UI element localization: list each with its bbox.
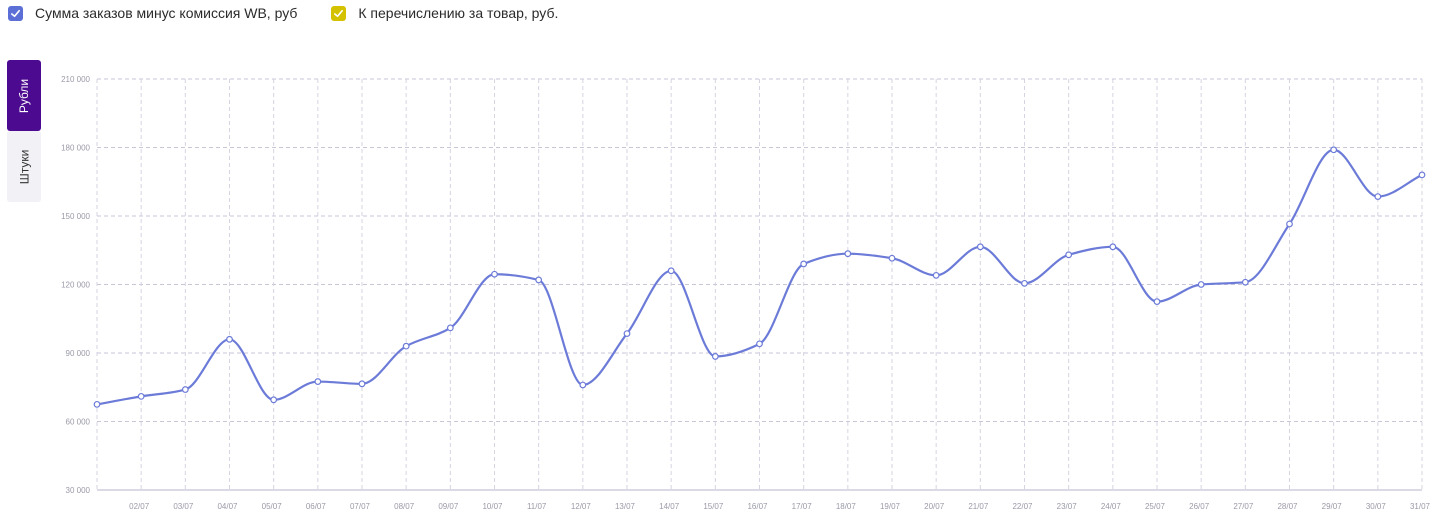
legend-item-payout[interactable]: К перечислению за товар, руб. <box>331 5 558 21</box>
x-tick-label: 14/07 <box>659 502 680 511</box>
x-tick-label: 30/07 <box>1366 502 1387 511</box>
x-tick-label: 26/07 <box>1189 502 1210 511</box>
y-tick-label: 120 000 <box>61 281 90 290</box>
x-tick-label: 03/07 <box>173 502 194 511</box>
tab-pieces[interactable]: Штуки <box>7 131 41 202</box>
data-point <box>181 386 189 393</box>
y-tick-label: 150 000 <box>61 212 90 221</box>
x-tick-label: 10/07 <box>482 502 503 511</box>
x-tick-label: 17/07 <box>792 502 813 511</box>
x-tick-label: 28/07 <box>1277 502 1298 511</box>
y-tick-label: 90 000 <box>66 349 91 358</box>
tab-rubles[interactable]: Рубли <box>7 60 41 131</box>
x-tick-label: 22/07 <box>1012 502 1033 511</box>
data-point <box>535 276 543 284</box>
data-point <box>1330 146 1338 154</box>
data-point <box>711 353 719 360</box>
data-point <box>667 267 675 275</box>
data-point <box>226 335 233 343</box>
x-tick-label: 15/07 <box>703 502 724 511</box>
x-tick-label: 12/07 <box>571 502 592 511</box>
x-tick-label: 06/07 <box>306 502 327 511</box>
x-tick-label: 31/07 <box>1410 502 1431 511</box>
data-point <box>976 243 984 251</box>
data-point <box>402 342 410 350</box>
checkmark-icon <box>334 9 344 17</box>
x-tick-label: 09/07 <box>438 502 459 511</box>
x-tick-label: 02/07 <box>129 502 150 511</box>
data-point <box>1021 279 1028 287</box>
data-point <box>1418 171 1426 179</box>
data-point <box>623 330 631 337</box>
data-point <box>1241 278 1249 286</box>
data-point <box>93 400 101 408</box>
x-tick-label: 05/07 <box>262 502 283 511</box>
data-point <box>756 340 763 348</box>
x-axis: 02/07 03/07 04/07 05/07 06/07 07/07 08/07 09/07… <box>97 489 1431 511</box>
data-point <box>358 380 366 388</box>
x-tick-label: 11/07 <box>527 502 547 511</box>
y-tick-label: 30 000 <box>66 486 91 495</box>
x-tick-label: 16/07 <box>747 502 768 511</box>
x-tick-label: 19/07 <box>880 502 901 511</box>
legend-label-payout: К перечислению за товар, руб. <box>358 5 559 21</box>
data-point <box>1153 298 1161 306</box>
data-point <box>446 324 454 332</box>
x-tick-label: 08/07 <box>394 502 415 511</box>
legend-item-orders[interactable]: Сумма заказов минус комиссия WB, руб <box>8 5 297 21</box>
x-tick-label: 21/07 <box>968 502 989 511</box>
x-tick-label: 25/07 <box>1145 502 1166 511</box>
x-tick-label: 27/07 <box>1233 502 1254 511</box>
y-tick-label: 210 000 <box>61 75 90 84</box>
x-tick-label: 18/07 <box>836 502 857 511</box>
data-point <box>270 396 278 404</box>
data-point <box>1374 193 1382 200</box>
legend-checkbox-payout[interactable] <box>331 5 347 21</box>
data-point <box>1065 251 1073 259</box>
x-tick-label: 24/07 <box>1101 502 1122 511</box>
checkmark-icon <box>11 9 20 17</box>
legend-checkbox-orders[interactable] <box>8 5 23 21</box>
unit-toggle: Рубли Штуки <box>7 60 41 202</box>
data-point <box>491 270 498 278</box>
y-tick-label: 60 000 <box>66 418 91 427</box>
x-tick-label: 13/07 <box>615 502 636 511</box>
data-point <box>800 260 808 268</box>
data-point <box>888 254 896 262</box>
x-tick-label: 29/07 <box>1322 502 1343 511</box>
y-axis: 30 000 60 000 90 000 120 000 150 000 180 000 2… <box>61 75 90 495</box>
data-point <box>137 392 145 400</box>
x-tick-label: 04/07 <box>217 502 238 511</box>
data-point <box>932 271 940 279</box>
chart-legend: Сумма заказов минус комиссия WB, руб К п… <box>8 5 592 21</box>
data-point <box>1197 281 1205 288</box>
data-point <box>1109 243 1117 251</box>
x-tick-label: 07/07 <box>350 502 371 511</box>
data-point <box>579 381 587 389</box>
x-tick-label: 20/07 <box>924 502 945 511</box>
legend-label-orders: Сумма заказов минус комиссия WB, руб <box>35 5 298 21</box>
y-tick-label: 180 000 <box>61 144 90 153</box>
data-point <box>314 378 322 385</box>
chart-series <box>93 146 1426 408</box>
x-tick-label: 23/07 <box>1057 502 1078 511</box>
data-point <box>1286 220 1293 228</box>
data-point <box>844 250 852 258</box>
